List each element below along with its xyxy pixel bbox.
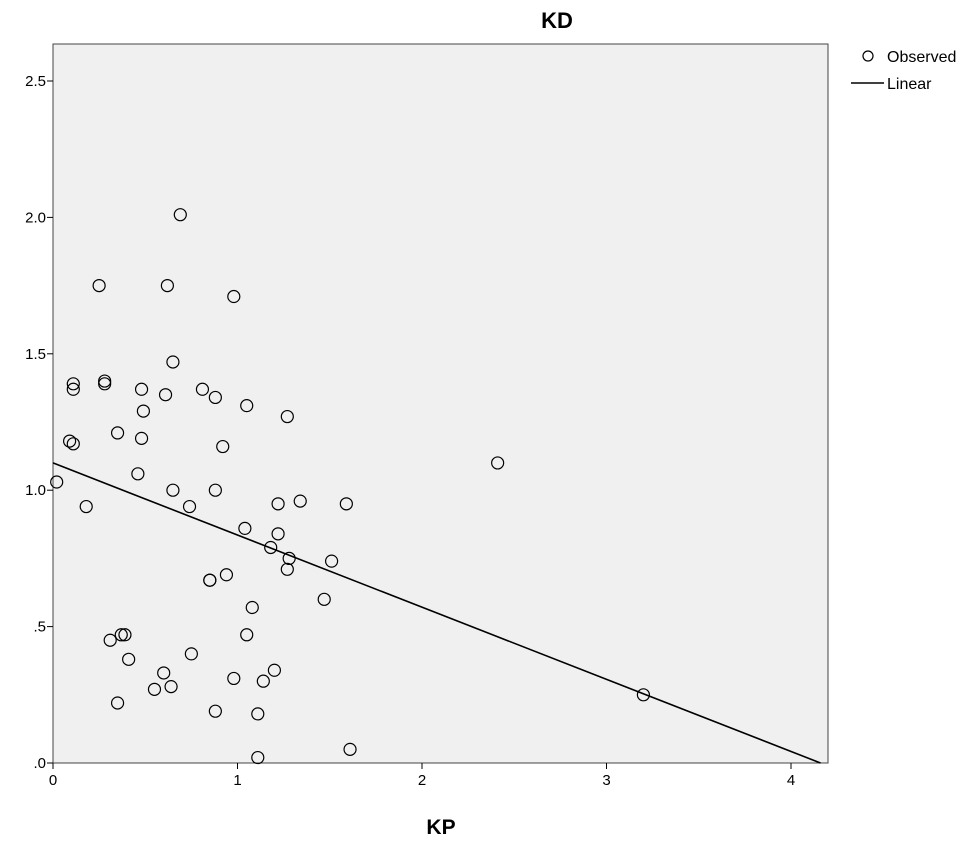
- observed-point: [103, 633, 117, 647]
- x-tick-label: 2: [418, 772, 426, 789]
- observed-point: [110, 696, 125, 710]
- observed-point: [208, 390, 222, 405]
- observed-point: [280, 409, 294, 424]
- observed-point: [636, 688, 651, 702]
- observed-point: [166, 355, 180, 369]
- y-tick-label: 2.0: [25, 209, 46, 226]
- x-axis: 0 1 2 3 4: [49, 763, 795, 789]
- observed-point: [182, 499, 197, 514]
- observed-point: [343, 742, 357, 756]
- observed-point: [267, 663, 281, 677]
- observed-point: [134, 431, 149, 445]
- observed-point: [147, 682, 162, 696]
- y-tick-label: 2.5: [25, 73, 46, 90]
- legend-linear-label: Linear: [887, 76, 932, 93]
- observed-point: [66, 382, 80, 396]
- y-tick-label: .5: [33, 619, 46, 636]
- legend-observed-label: Observed: [887, 49, 956, 66]
- linear-fit: [52, 462, 821, 764]
- observed-point: [251, 707, 265, 721]
- observed-point: [166, 483, 180, 497]
- observed-point: [240, 399, 254, 413]
- observed-point: [238, 521, 252, 535]
- observed-point: [122, 652, 136, 666]
- observed-point: [271, 527, 285, 541]
- observed-point: [280, 562, 294, 576]
- observed-point: [216, 439, 230, 454]
- observed-point: [208, 704, 222, 718]
- observed-point: [317, 592, 331, 606]
- y-tick-label: 1.5: [25, 346, 46, 363]
- observed-point: [245, 600, 259, 615]
- observed-point: [160, 279, 174, 293]
- observed-point: [110, 426, 125, 440]
- observed-point: [264, 540, 278, 555]
- observed-point: [66, 377, 80, 391]
- x-tick-label: 1: [233, 772, 241, 789]
- observed-point: [131, 467, 145, 481]
- observed-point: [63, 434, 77, 448]
- observed-point: [50, 475, 64, 489]
- observed-point: [158, 388, 173, 402]
- observed-point: [157, 666, 171, 680]
- observed-point: [271, 497, 285, 511]
- y-axis: .0 .5 1.0 1.5 2.0 2.5: [25, 73, 53, 772]
- observed-point: [203, 573, 217, 587]
- linear-fit-line: [52, 462, 821, 764]
- observed-point: [339, 497, 353, 511]
- x-tick-label: 4: [787, 772, 795, 789]
- observed-point: [66, 437, 80, 451]
- legend: Observed Linear: [851, 49, 956, 93]
- observed-point: [293, 494, 307, 508]
- observed-point: [227, 289, 241, 304]
- observed-point: [251, 750, 265, 765]
- observed-point: [114, 628, 128, 642]
- observed-point: [491, 456, 505, 470]
- observed-point: [195, 382, 210, 396]
- observed-point: [219, 568, 234, 582]
- observed-point: [173, 208, 187, 222]
- chart-title: KD: [541, 8, 573, 33]
- plot-area: [52, 43, 829, 764]
- observed-point: [134, 382, 149, 396]
- observed-point: [92, 279, 106, 293]
- observed-point: [256, 674, 270, 688]
- observed-point: [227, 671, 241, 686]
- x-tick-label: 3: [602, 772, 610, 789]
- y-tick-label: .0: [33, 755, 46, 772]
- observed-point: [208, 483, 222, 497]
- legend-observed-marker: [862, 50, 874, 62]
- observed-point: [324, 554, 339, 568]
- x-axis-title: KP: [426, 816, 455, 839]
- observed-point: [164, 680, 178, 694]
- observed-point: [136, 404, 151, 418]
- x-tick-label: 0: [49, 772, 57, 789]
- observed-point: [240, 628, 254, 642]
- observed-points: [50, 208, 651, 765]
- observed-point: [184, 647, 198, 661]
- y-tick-label: 1.0: [25, 482, 46, 499]
- observed-point: [118, 628, 132, 642]
- observed-point: [79, 499, 93, 514]
- observed-point: [98, 374, 112, 388]
